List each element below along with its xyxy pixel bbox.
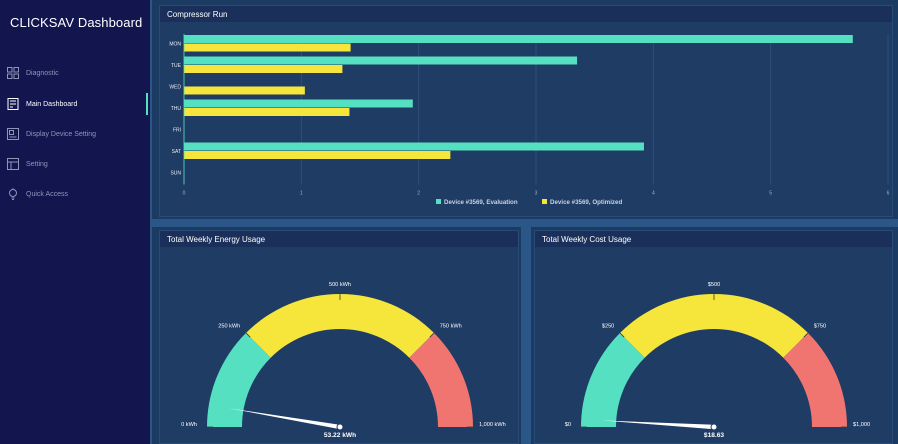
panel-header: Total Weekly Energy Usage: [160, 231, 518, 247]
sidebar-item-main-dashboard[interactable]: Main Dashboard: [0, 93, 150, 115]
gauge-band: [783, 332, 847, 427]
sidebar-item-label: Diagnostic: [26, 69, 59, 77]
bar-optimized: [184, 108, 350, 116]
panel-title: Total Weekly Energy Usage: [167, 235, 266, 244]
gauge-tick-label: $750: [814, 323, 826, 329]
gauge-tick-label: 1,000 kWh: [479, 422, 506, 428]
gauge-tick-label: $1,000: [853, 422, 870, 428]
y-tick-label: FRI: [173, 128, 181, 134]
y-tick-label: TUE: [171, 63, 182, 69]
bar-optimized: [184, 151, 451, 159]
cost-usage-panel: Total Weekly Cost Usage $0 $250 $500 $750 $1…: [534, 230, 893, 444]
energy-gauge: 0 kWh 250 kWh 500 kWh 750 kWh 1,000 kWh 53.22…: [181, 282, 506, 439]
gauge-value-label: 53.22 kWh: [324, 432, 356, 439]
gauge-needle: [601, 420, 715, 430]
sidebar-item-quick-access[interactable]: Quick Access: [0, 183, 150, 205]
sidebar-item-setting[interactable]: Setting: [0, 153, 150, 175]
gauge-band: [207, 332, 271, 427]
y-tick-label: SUN: [170, 171, 181, 177]
gauge-tick: [245, 332, 251, 338]
panel-header: Total Weekly Cost Usage: [535, 231, 892, 247]
sidebar-item-label: Quick Access: [26, 190, 69, 198]
gauge-value-label: $18.63: [704, 432, 725, 439]
panel-header: Compressor Run: [160, 6, 892, 22]
legend-label: Device #3569, Evaluation: [444, 199, 518, 206]
bar-optimized: [184, 86, 305, 95]
grid-icon: [7, 67, 19, 79]
compressor-run-panel: Compressor Run 0 1 2 3 4 5 6 MON TUE WED THU FRI SAT…: [159, 5, 893, 217]
gauge-tick-label: $250: [602, 323, 614, 329]
gauge-needle-hub: [710, 423, 718, 431]
x-tick-label: 0: [183, 191, 186, 197]
energy-usage-panel: Total Weekly Energy Usage 0 kWh 250 kWh 50…: [159, 230, 519, 444]
gauge-tick-label: 750 kWh: [440, 323, 462, 329]
gauge-band: [245, 294, 435, 358]
y-tick-label: MON: [169, 42, 181, 48]
legend-label: Device #3569, Optimized: [550, 199, 622, 206]
sidebar-item-label: Display Device Setting: [26, 130, 97, 138]
sidebar-item-label: Main Dashboard: [26, 100, 78, 108]
bar-optimized: [184, 43, 351, 52]
y-tick-label: WED: [169, 85, 181, 91]
sidebar-item-diagnostic[interactable]: Diagnostic: [0, 62, 150, 84]
settings-panel-icon: [7, 158, 19, 170]
bar-evaluation: [184, 56, 578, 65]
x-tick-label: 5: [769, 191, 772, 197]
y-tick-label: THU: [171, 106, 182, 112]
gauge-tick-label: 250 kWh: [218, 323, 240, 329]
cost-gauge: $0 $250 $500 $750 $1,000 $18.63: [565, 282, 870, 439]
x-tick-label: 3: [535, 191, 538, 197]
panel-title: Total Weekly Cost Usage: [542, 235, 632, 244]
gauge-tick: [619, 332, 625, 338]
app-title: CLICKSAV Dashboard: [10, 15, 143, 30]
gauge-tick: [429, 332, 435, 338]
gauge-band: [581, 332, 645, 427]
legend-swatch: [436, 199, 441, 204]
sidebar-item-label: Setting: [26, 160, 48, 168]
panel-title: Compressor Run: [167, 10, 228, 19]
sidebar: CLICKSAV Dashboard Diagnostic Main Dashb…: [0, 0, 150, 444]
x-tick-label: 2: [417, 191, 420, 197]
frame-divider: [150, 0, 152, 444]
x-tick-label: 1: [300, 191, 303, 197]
frame-divider: [152, 219, 898, 227]
sidebar-item-display-device-setting[interactable]: Display Device Setting: [0, 123, 150, 145]
lightbulb-icon: [9, 188, 17, 200]
x-tick-label: 4: [652, 191, 655, 197]
gauge-tick-label: 500 kWh: [329, 282, 351, 288]
display-device-icon: [7, 128, 19, 140]
bar-evaluation: [184, 99, 413, 108]
gauge-tick-label: $500: [708, 282, 720, 288]
gauge-band: [409, 332, 473, 427]
gauge-tick-label: $0: [565, 422, 571, 428]
dashboard-icon: [7, 98, 19, 110]
gauge-tick-label: 0 kWh: [181, 422, 197, 428]
bar-evaluation: [184, 35, 853, 43]
legend-swatch: [542, 199, 547, 204]
compressor-run-chart: 0 1 2 3 4 5 6 MON TUE WED THU FRI SAT SUN Device #3569…: [169, 34, 890, 206]
bar-evaluation: [184, 142, 644, 151]
gauge-needle-hub: [336, 423, 344, 431]
gauge-needle: [228, 408, 341, 430]
frame-divider: [521, 227, 531, 444]
x-tick-label: 6: [887, 191, 890, 197]
gauge-band: [619, 294, 809, 358]
y-tick-label: SAT: [172, 149, 181, 155]
gauge-tick: [803, 332, 809, 338]
bar-optimized: [184, 65, 343, 73]
